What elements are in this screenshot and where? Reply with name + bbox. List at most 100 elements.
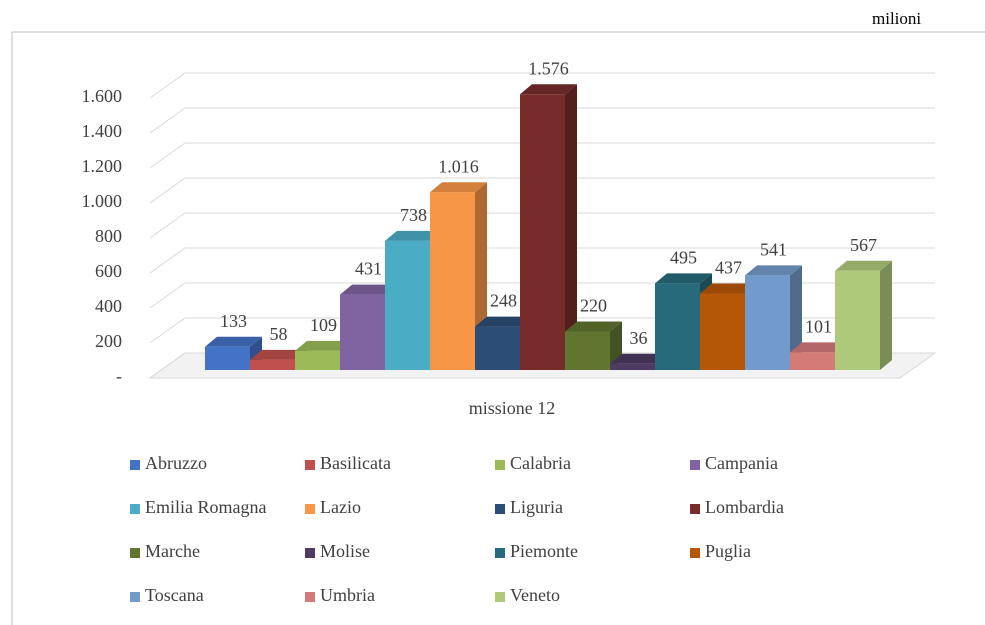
- legend-swatch: [305, 504, 315, 514]
- y-tick-label: 200: [95, 331, 122, 351]
- bar-top: [430, 182, 487, 193]
- data-label: 541: [760, 239, 787, 259]
- data-label: 1.016: [438, 156, 479, 176]
- chart-border: [11, 31, 985, 625]
- legend-swatch: [130, 548, 140, 558]
- grid-line: [149, 107, 186, 134]
- y-tick-label: 1.400: [82, 121, 123, 141]
- data-label: 248: [490, 291, 517, 311]
- legend-label: Toscana: [145, 585, 204, 605]
- legend-label: Abruzzo: [145, 453, 207, 473]
- data-label: 58: [270, 324, 288, 344]
- data-label: 738: [400, 205, 427, 225]
- bar-top: [790, 342, 847, 353]
- bar: [520, 94, 565, 370]
- grid-line: [149, 177, 186, 204]
- legend-label: Calabria: [510, 453, 571, 473]
- bar: [565, 331, 610, 370]
- y-tick-label: 1.000: [82, 191, 123, 211]
- bar-top: [655, 273, 712, 284]
- legend-swatch: [305, 592, 315, 602]
- y-tick-label: 1.600: [82, 86, 123, 106]
- legend-label: Veneto: [510, 585, 560, 605]
- legend-swatch: [690, 460, 700, 470]
- bar-top: [835, 260, 892, 271]
- y-tick-label: 600: [95, 261, 122, 281]
- legend-swatch: [305, 548, 315, 558]
- x-tick-label: missione 12: [469, 398, 556, 418]
- bar-top: [745, 265, 802, 276]
- legend-label: Liguria: [510, 497, 563, 517]
- legend-swatch: [495, 504, 505, 514]
- grid-line: [149, 317, 186, 344]
- bar-top: [700, 283, 757, 294]
- legend-swatch: [495, 548, 505, 558]
- legend-swatch: [690, 548, 700, 558]
- bar-top: [475, 316, 532, 327]
- legend-label: Marche: [145, 541, 200, 561]
- unit-label: milioni: [872, 9, 921, 28]
- bar: [610, 363, 655, 370]
- grid-line: [149, 247, 186, 274]
- legend-label: Emilia Romagna: [145, 497, 266, 517]
- y-tick-label: 1.200: [82, 156, 123, 176]
- data-label: 567: [850, 235, 877, 255]
- bar-side: [880, 260, 892, 370]
- data-label: 1.576: [528, 58, 569, 78]
- bar: [205, 346, 250, 370]
- bar-side: [790, 265, 802, 370]
- grid-line: [149, 142, 186, 169]
- bar: [835, 270, 880, 370]
- y-tick-label: -: [116, 366, 122, 386]
- bar: [430, 192, 475, 370]
- legend-label: Lombardia: [705, 497, 784, 517]
- legend-swatch: [130, 504, 140, 514]
- legend-swatch: [690, 504, 700, 514]
- legend-label: Umbria: [320, 585, 375, 605]
- bar-top: [205, 336, 262, 347]
- bar-top: [520, 84, 577, 95]
- bar: [340, 294, 385, 370]
- legend-swatch: [495, 460, 505, 470]
- bar-top: [250, 349, 307, 360]
- grid-line: [149, 282, 186, 309]
- legend-label: Puglia: [705, 541, 751, 561]
- bar-top: [385, 230, 442, 241]
- legend-swatch: [130, 592, 140, 602]
- data-label: 36: [630, 328, 648, 348]
- bar: [655, 283, 700, 370]
- y-tick-label: 400: [95, 296, 122, 316]
- legend-label: Campania: [705, 453, 778, 473]
- bar: [385, 240, 430, 370]
- legend-label: Lazio: [320, 497, 361, 517]
- data-label: 431: [355, 259, 382, 279]
- bar-top: [295, 340, 352, 351]
- grid-line: [149, 352, 186, 379]
- data-label: 220: [580, 296, 607, 316]
- data-label: 437: [715, 258, 742, 278]
- grid-line: [149, 212, 186, 239]
- bar-top: [610, 353, 667, 364]
- data-label: 109: [310, 315, 337, 335]
- bar: [790, 352, 835, 370]
- bar-side: [565, 84, 577, 370]
- legend-swatch: [305, 460, 315, 470]
- grid-line: [149, 72, 186, 99]
- legend-swatch: [130, 460, 140, 470]
- bar: [475, 326, 520, 370]
- bar-top: [565, 321, 622, 332]
- legend-label: Molise: [320, 541, 370, 561]
- y-tick-label: 800: [95, 226, 122, 246]
- legend-label: Piemonte: [510, 541, 578, 561]
- data-label: 101: [805, 316, 832, 336]
- data-label: 133: [220, 311, 247, 331]
- bar: [295, 350, 340, 370]
- bar: [700, 293, 745, 370]
- bar: [745, 275, 790, 370]
- bar: [250, 359, 295, 370]
- data-label: 495: [670, 248, 697, 268]
- legend-label: Basilicata: [320, 453, 391, 473]
- bar-top: [340, 284, 397, 295]
- legend-swatch: [495, 592, 505, 602]
